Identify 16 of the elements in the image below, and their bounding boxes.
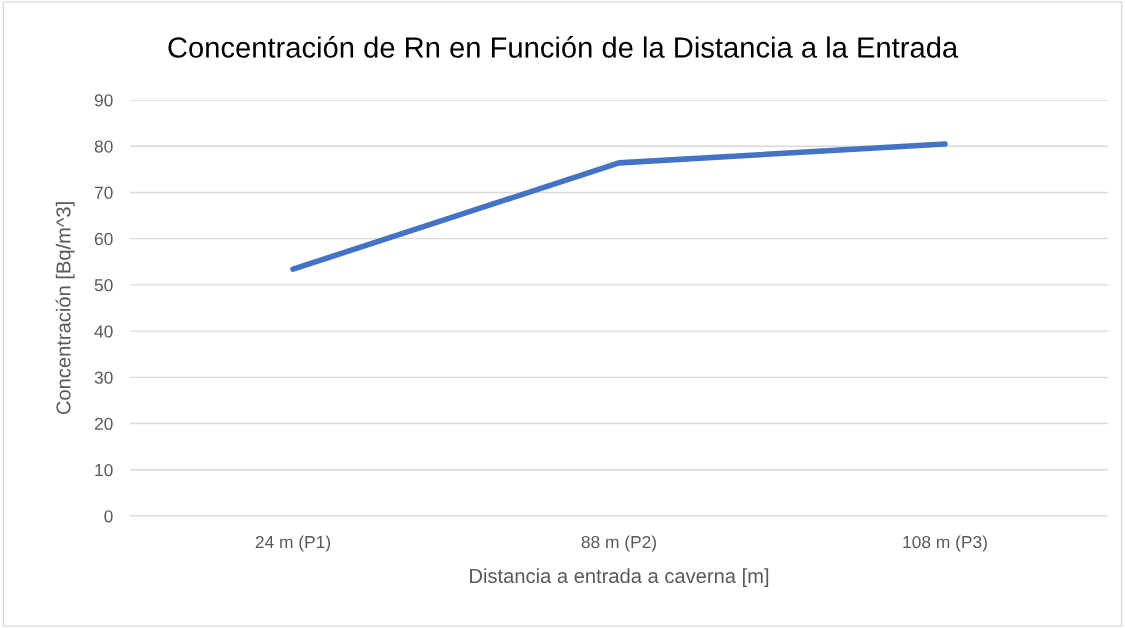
x-tick-label: 24 m (P1) <box>255 535 331 552</box>
y-tick-label: 10 <box>95 463 113 477</box>
y-tick-label: 30 <box>94 371 113 384</box>
y-tick-label: 70 <box>94 186 113 199</box>
y-tick-label: 0 <box>104 510 113 523</box>
chart-title: Concentración de Rn en Función de la Distancia a la Entrada <box>168 36 959 58</box>
y-tick-label: 40 <box>94 325 113 338</box>
x-tick-label: 88 m (P2) <box>581 535 657 552</box>
y-axis-title: Concentración [Bq/m^3] <box>55 202 75 415</box>
y-tick-label: 60 <box>94 232 113 246</box>
y-tick-label: 20 <box>94 417 113 431</box>
y-tick-label: 80 <box>94 140 113 153</box>
x-tick-label: 108 m (P3) <box>903 535 987 552</box>
y-tick-label: 50 <box>94 279 113 292</box>
x-axis-title: Distancia a entrada a caverna [m] <box>470 568 769 588</box>
y-tick-label: 90 <box>94 94 113 107</box>
